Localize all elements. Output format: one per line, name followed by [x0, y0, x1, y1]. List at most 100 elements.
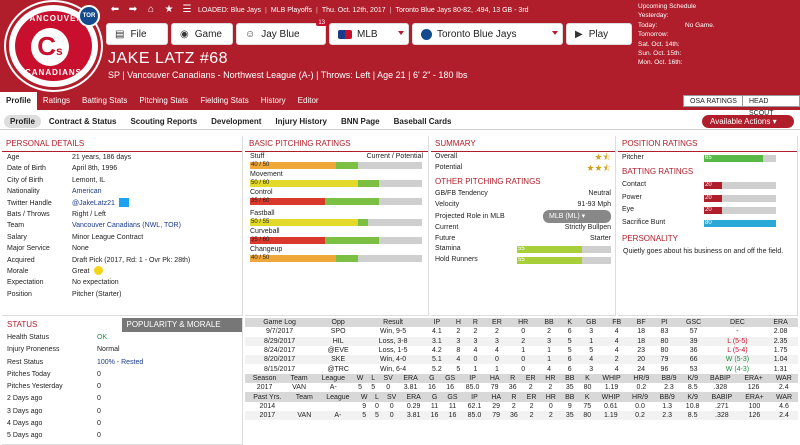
separator: | — [315, 6, 318, 14]
team-button[interactable]: Toronto Blue Jays — [412, 23, 563, 45]
menu-icon[interactable]: ☰ — [182, 4, 192, 15]
table-cell: 35 — [565, 384, 574, 392]
table-cell: 53 — [689, 365, 698, 373]
mlb-button[interactable]: MLB — [329, 23, 409, 45]
table-cell: 5 — [356, 410, 372, 421]
play-button[interactable]: ▶ Play — [566, 23, 632, 45]
subtab-bnn-page[interactable]: BNN Page — [340, 116, 380, 126]
batting-row: Contact 20 — [618, 179, 797, 192]
table-cell: Win, 4-0 — [362, 355, 424, 365]
personal-value[interactable]: Vancouver Canadians (NWL, TOR) — [72, 222, 181, 230]
pitcher-bar-fill — [704, 155, 763, 162]
tab-status[interactable]: STATUS — [7, 320, 38, 329]
column-header[interactable]: Season — [245, 373, 285, 384]
table-cell: 62.1 — [467, 402, 482, 410]
table-row[interactable]: 2014 9 0 0 0.29 11 11 62.1 29 2 2 0 9 75 0.61 0.0 1.3 10.… — [245, 402, 798, 411]
table-cell: 8/24/2017 — [263, 347, 296, 355]
table-cell: HIL — [314, 336, 363, 346]
table-cell: 3 — [589, 328, 594, 336]
head-scout-button[interactable]: HEAD SCOUT — [742, 95, 800, 117]
column-header[interactable]: Past Yrs. — [245, 392, 290, 402]
table-row[interactable]: 2017 VAN A- 5 5 0 3.81 16 16 85.0 79 36 2 2 35 80 1.19 0.… — [245, 383, 798, 392]
personal-value: Pitcher (Starter) — [72, 290, 122, 298]
batting-bar-label: 20 — [705, 194, 712, 201]
logo-letter-sub: s — [56, 44, 63, 58]
table-row[interactable]: 8/15/2017 @TRC Win, 6-4 5.2 5 1 1 0 4 6 3 4 24 96 53 W … — [245, 364, 798, 373]
table-row[interactable]: 2017 VAN A- 5 5 0 3.81 16 16 85.0 79 36 2 2 35 80 1.19 0.… — [245, 410, 798, 421]
subtab-profile[interactable]: Profile — [4, 114, 41, 128]
table-cell: 4.2 — [432, 347, 442, 355]
table-cell: 80 — [583, 384, 592, 392]
status-key: 5 Days ago — [7, 432, 43, 440]
hold-runners-label: Hold Runners — [435, 255, 478, 263]
personal-row: Major Service None — [2, 243, 242, 254]
pitch-name: Curveball — [250, 228, 280, 235]
table-row[interactable]: 8/24/2017 @EVE Loss, 1-5 4.2 8 4 4 1 1 5 5 4 23 80 36 L… — [245, 346, 798, 355]
table-cell: 5 — [358, 384, 363, 392]
subtab-development[interactable]: Development — [211, 116, 262, 126]
table-cell: 0 — [483, 355, 510, 365]
column-header: Team — [284, 373, 314, 384]
home-icon[interactable]: ⌂ — [147, 4, 155, 15]
subtab-scouting-reports[interactable]: Scouting Reports — [130, 116, 198, 126]
column-header: HA — [486, 392, 506, 402]
personal-key: Expectation — [7, 279, 44, 287]
tab-popularity-morale[interactable]: POPULARITY & MORALE — [121, 318, 242, 332]
table-row[interactable]: 8/29/2017 HIL Loss, 3-8 3.1 3 3 3 2 3 5 1 4 18 80 39 L … — [245, 336, 798, 346]
personal-value[interactable]: American — [72, 188, 102, 196]
table-cell: 6 — [561, 355, 578, 365]
projected-role-select[interactable]: MLB (ML) ▾ — [543, 210, 611, 223]
tab-history[interactable]: History — [260, 96, 286, 105]
table-cell: 0 — [375, 402, 379, 410]
column-header[interactable]: Game Log — [245, 318, 315, 328]
file-button[interactable]: ▤ File — [106, 23, 168, 45]
personal-value: April 8th, 1996 — [72, 165, 118, 173]
back-icon[interactable]: ⬅ — [110, 4, 120, 15]
table-cell: 16 — [446, 384, 455, 392]
game-button[interactable]: ◉ Game — [171, 23, 233, 45]
main-buttons: ▤ File ◉ Game ☺ Jay Blue 13 MLB Toronto Blue… — [106, 20, 632, 45]
subtab-contract-status[interactable]: Contract & Status — [48, 116, 117, 126]
table-cell: Win, 6-4 — [380, 365, 407, 373]
table-cell: 6 — [567, 365, 572, 373]
current-fill — [250, 180, 358, 187]
column-header: IP — [423, 318, 450, 328]
osa-ratings-button[interactable]: OSA RATINGS — [683, 95, 744, 107]
tab-pitching-stats[interactable]: Pitching Stats — [139, 96, 189, 105]
table-cell: SPO — [330, 328, 346, 336]
tab-ratings[interactable]: Ratings — [42, 96, 71, 105]
personal-value[interactable]: @JakeLatz21 — [72, 199, 115, 207]
table-cell: 24 — [637, 365, 646, 373]
player-button[interactable]: ☺ Jay Blue 13 — [236, 20, 327, 45]
column-header: H — [449, 318, 467, 328]
available-actions-button[interactable]: Available Actions ▾ — [702, 115, 794, 128]
column-header: ERA+ — [737, 373, 770, 384]
table-cell: 18 — [628, 336, 654, 346]
player-button-label: Jay Blue — [261, 28, 300, 40]
current-fill — [250, 162, 336, 169]
batting-bar: 20 — [704, 207, 776, 214]
twitter-icon[interactable] — [118, 197, 129, 207]
column-header: ER — [522, 392, 542, 402]
tab-batting-stats[interactable]: Batting Stats — [82, 96, 128, 105]
column-header: R — [466, 318, 484, 328]
team-logo[interactable]: VANCOUVER Cs CANADIANS TOR — [6, 2, 101, 90]
forward-icon[interactable]: ➡ — [128, 4, 138, 15]
available-actions-label: Available Actions — [710, 117, 771, 126]
star-icon[interactable]: ★ — [164, 4, 174, 15]
tab-profile[interactable]: Profile — [0, 92, 37, 110]
table-row[interactable]: 8/20/2017 SKE Win, 4-0 5.1 4 0 0 0 1 6 4 2 20 79 66 W (… — [245, 355, 798, 365]
table-row[interactable]: 9/7/2017 SPO Win, 9-5 4.1 2 2 2 0 2 6 3 4 18 83 57 - 2.0… — [245, 327, 798, 336]
tab-editor[interactable]: Editor — [297, 96, 319, 105]
column-header: ER — [483, 318, 510, 328]
personal-row: Acquired Draft Pick (2017, Rd: 1 - Ovr Pk… — [2, 255, 242, 266]
parent-club-logo[interactable]: TOR — [78, 5, 100, 27]
personal-value: No expectation — [72, 279, 119, 287]
table-cell: 0 — [521, 328, 526, 336]
table-cell: 5.2 — [432, 365, 442, 373]
subtab-baseball-cards[interactable]: Baseball Cards — [393, 116, 452, 126]
table-cell: 11 — [448, 402, 457, 410]
subtab-injury-history[interactable]: Injury History — [275, 116, 327, 126]
tab-fielding-stats[interactable]: Fielding Stats — [200, 96, 249, 105]
table-cell: 1.3 — [662, 402, 672, 410]
